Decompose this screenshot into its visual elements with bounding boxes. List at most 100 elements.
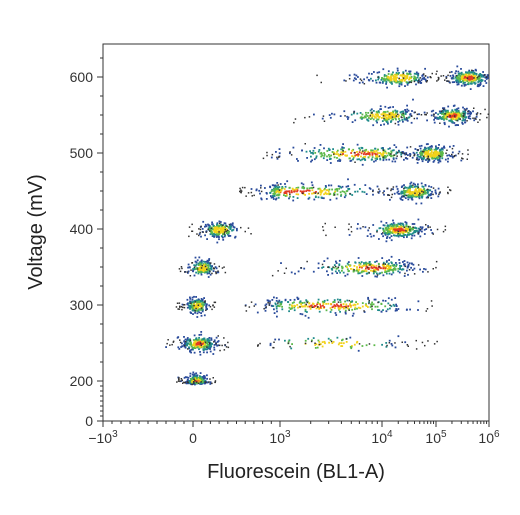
scatter-point [337,154,340,157]
scatter-point [424,184,427,186]
scatter-point [194,340,197,343]
scatter-point [359,188,361,190]
scatter-point [443,107,446,110]
scatter-point [250,188,253,190]
scatter-point [410,266,412,269]
scatter-point [462,117,465,120]
scatter-point [390,81,393,84]
scatter-point [364,156,367,158]
scatter-point [366,266,369,269]
scatter-point [213,233,215,235]
scatter-point [292,196,295,198]
scatter-point [331,306,334,309]
scatter-point [368,153,371,156]
scatter-point [356,112,359,115]
scatter-point [180,378,183,380]
scatter-point [257,344,259,347]
scatter-point [184,342,187,345]
scatter-point [400,153,403,156]
scatter-point [384,266,387,269]
scatter-point [318,310,321,313]
scatter-point [456,79,459,82]
scatter-point [418,196,421,198]
scatter-point [442,112,444,115]
scatter-point [229,235,232,237]
scatter-point [213,236,215,238]
scatter-point [406,190,409,193]
scatter-point [393,73,396,76]
scatter-point [192,371,195,374]
scatter-point [436,80,438,82]
scatter-point [353,112,355,115]
scatter-point [199,303,202,306]
scatter-point [464,74,467,76]
scatter-point [433,157,436,160]
scatter-point [363,151,366,154]
scatter-point [430,186,433,188]
scatter-point [433,343,436,345]
scatter-point [416,76,419,79]
scatter-point [330,184,333,187]
scatter-point [437,152,440,155]
scatter-point [454,113,457,116]
scatter-point [270,195,272,197]
scatter-point [201,307,204,310]
scatter-point [435,151,438,154]
scatter-point [420,144,423,147]
scatter-point [278,186,281,188]
scatter-point [405,152,408,154]
scatter-point [355,78,357,81]
scatter-point [204,381,206,383]
scatter-point [187,376,190,379]
scatter-point [408,233,410,236]
scatter-point [408,186,410,189]
scatter-point [391,116,394,118]
scatter-point [443,113,445,116]
scatter-point [275,305,278,308]
scatter-point [209,265,212,268]
scatter-point [305,303,307,306]
scatter-point [189,339,192,342]
scatter-point [458,150,461,153]
scatter-point [336,336,339,339]
scatter-point [422,77,425,80]
scatter-point [463,84,466,87]
scatter-point [355,154,358,156]
scatter-point [210,339,213,341]
scatter-point [234,235,237,238]
scatter-point [406,146,409,149]
scatter-point [344,274,347,277]
scatter-point [183,376,186,379]
scatter-point [415,77,417,80]
scatter-point [325,309,328,312]
scatter-point [467,83,470,85]
scatter-point [393,263,396,266]
scatter-point [454,72,457,75]
scatter-point [202,351,205,354]
scatter-point [439,191,441,193]
scatter-point [357,306,360,309]
scatter-point [397,335,400,338]
scatter-point [197,303,199,306]
scatter-point [337,343,340,346]
scatter-point [210,268,213,271]
scatter-point [207,344,209,346]
scatter-point [466,120,468,122]
scatter-point [444,79,446,81]
scatter-point [190,383,193,386]
scatter-point [414,230,417,232]
scatter-point [191,223,193,226]
scatter-point [277,305,279,307]
scatter-point [273,341,275,343]
scatter-point [387,262,390,265]
scatter-point [199,342,202,344]
scatter-point [406,344,409,346]
scatter-point [368,79,371,82]
scatter-point [357,76,359,78]
scatter-point [301,313,304,316]
scatter-point [409,73,412,76]
scatter-point [166,342,168,345]
scatter-point [470,74,473,77]
scatter-point [381,343,383,346]
scatter-point [264,309,267,312]
